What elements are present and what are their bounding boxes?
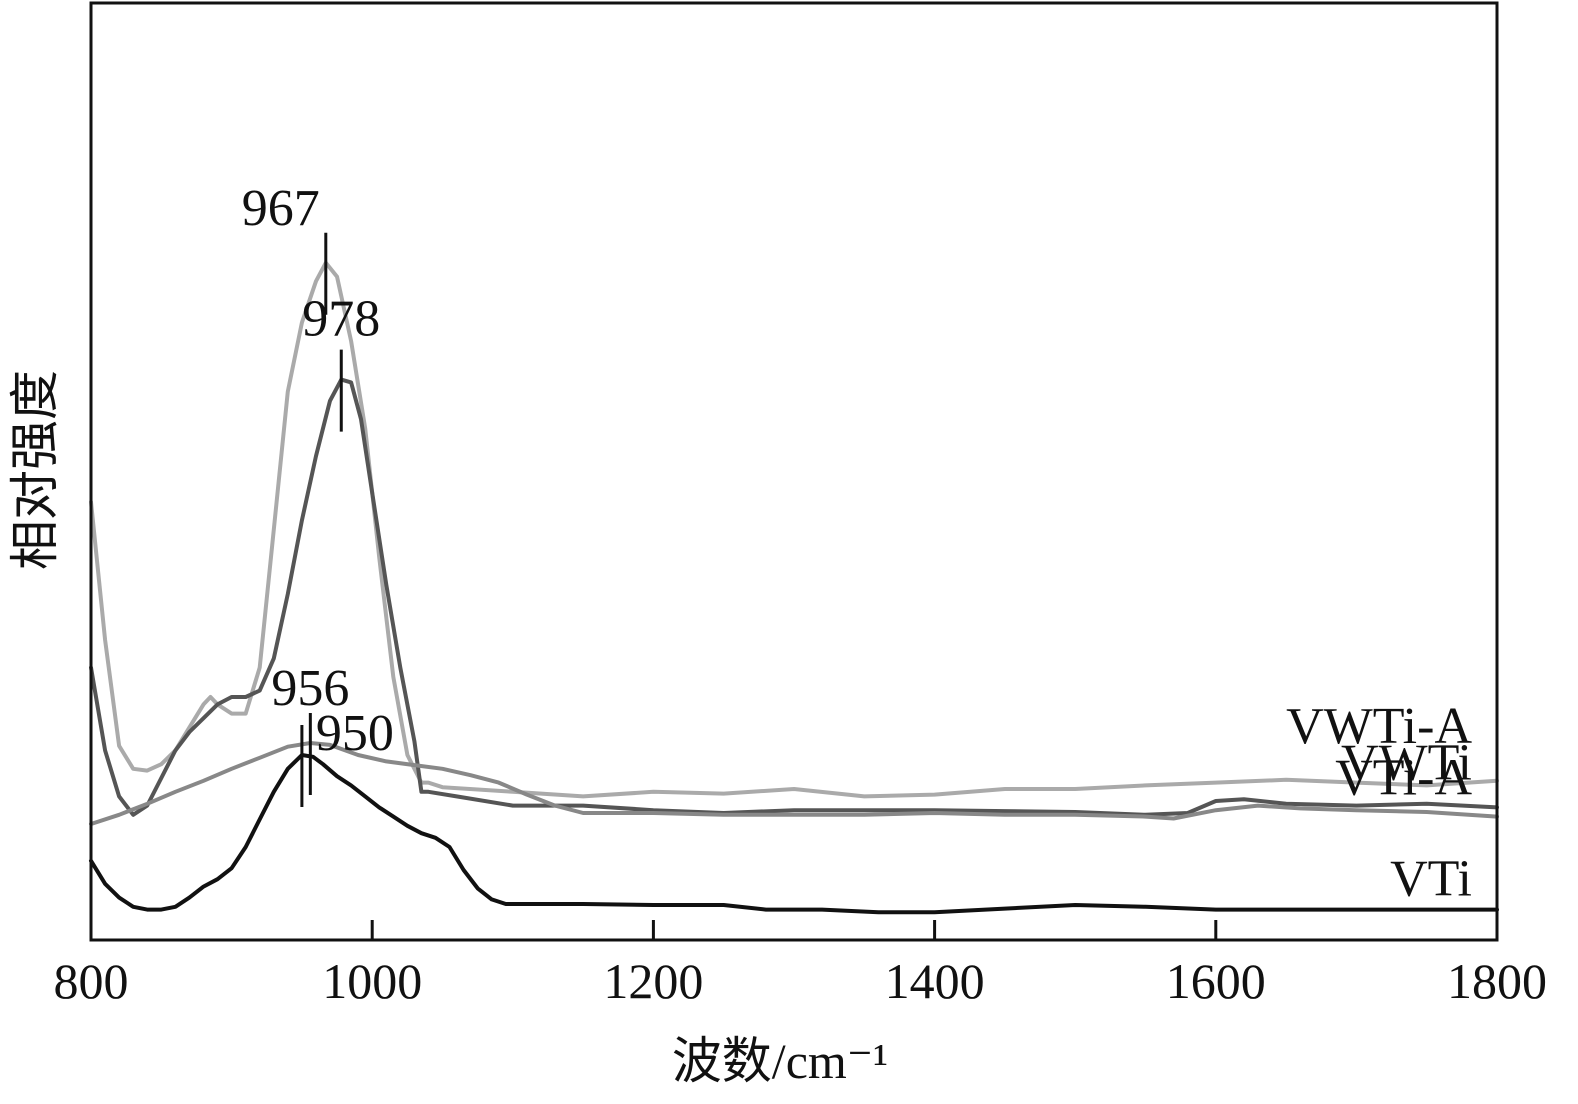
series-line-vti-a [89,741,1499,826]
peak-label-950: 950 [316,705,394,762]
x-tick-label-800: 800 [54,953,129,1009]
x-axis: 800 1000 1200 1400 1600 1800 [54,920,1547,1009]
series-label-vwti-a: VWTi-A [1286,698,1472,755]
series-label-vti-a: VTi-A [1335,750,1472,807]
x-tick-label-1400: 1400 [885,953,985,1009]
x-axis-title: 波数/cm⁻¹ [672,1033,888,1089]
series-line-vwti-a [89,260,1499,799]
peak-label-978: 978 [302,291,380,348]
series-label-vti: VTi [1390,851,1472,908]
x-tick-label-1800: 1800 [1447,953,1547,1009]
y-axis-title: 相对强度 [7,370,63,570]
x-tick-label-1600: 1600 [1166,953,1266,1009]
series-line-vwti [89,377,1499,817]
series-label-vwti: VWTi [1341,734,1472,791]
plot-frame [89,1,1499,942]
series-layer [89,260,1499,915]
series-line-vti [89,753,1499,915]
peak-label-956: 956 [271,660,349,717]
x-tick-label-1200: 1200 [603,953,703,1009]
peak-label-967: 967 [242,180,320,237]
x-tick-label-1000: 1000 [322,953,422,1009]
